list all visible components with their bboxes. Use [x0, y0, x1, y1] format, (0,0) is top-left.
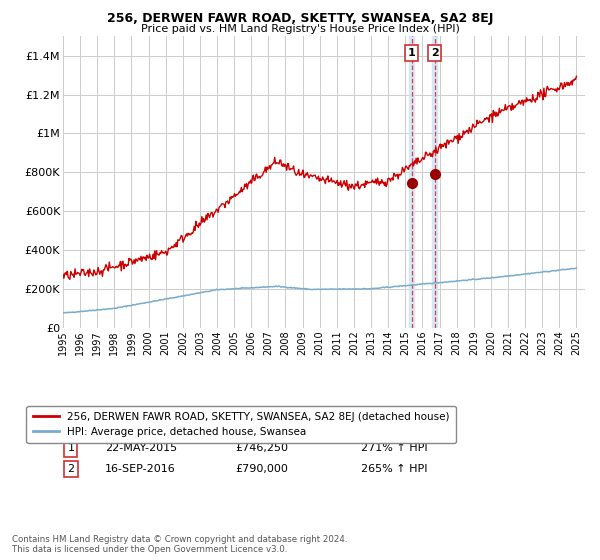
Text: 2: 2: [67, 464, 74, 474]
Legend: 256, DERWEN FAWR ROAD, SKETTY, SWANSEA, SA2 8EJ (detached house), HPI: Average p: 256, DERWEN FAWR ROAD, SKETTY, SWANSEA, …: [26, 405, 456, 444]
Text: 271% ↑ HPI: 271% ↑ HPI: [361, 444, 427, 454]
Bar: [409, 36, 414, 328]
Text: Price paid vs. HM Land Registry's House Price Index (HPI): Price paid vs. HM Land Registry's House …: [140, 24, 460, 34]
Text: £790,000: £790,000: [235, 464, 288, 474]
Text: 256, DERWEN FAWR ROAD, SKETTY, SWANSEA, SA2 8EJ: 256, DERWEN FAWR ROAD, SKETTY, SWANSEA, …: [107, 12, 493, 25]
Text: 22-MAY-2015: 22-MAY-2015: [105, 444, 177, 454]
Text: 2: 2: [431, 48, 439, 58]
Text: 1: 1: [67, 444, 74, 454]
Text: Contains HM Land Registry data © Crown copyright and database right 2024.
This d: Contains HM Land Registry data © Crown c…: [12, 535, 347, 554]
Text: 1: 1: [408, 48, 416, 58]
Text: 265% ↑ HPI: 265% ↑ HPI: [361, 464, 427, 474]
Text: £746,250: £746,250: [235, 444, 288, 454]
Text: 16-SEP-2016: 16-SEP-2016: [105, 464, 176, 474]
Bar: [432, 36, 437, 328]
